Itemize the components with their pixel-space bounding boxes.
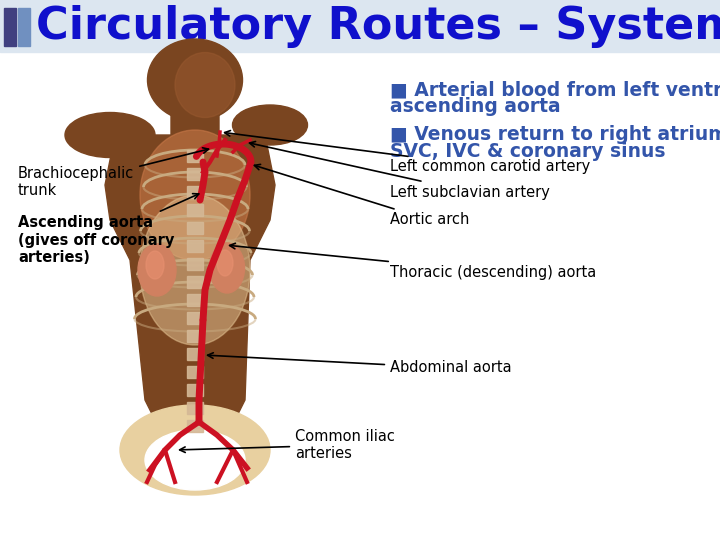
Ellipse shape (138, 244, 176, 296)
FancyBboxPatch shape (171, 103, 219, 137)
Ellipse shape (145, 430, 245, 490)
Bar (187, 366, 203, 378)
Ellipse shape (233, 105, 307, 145)
Bar (187, 204, 203, 216)
Text: Left subclavian artery: Left subclavian artery (250, 141, 550, 199)
Text: Brachiocephalic
trunk: Brachiocephalic trunk (18, 148, 209, 198)
Text: Abdominal aorta: Abdominal aorta (207, 353, 512, 375)
Bar (187, 186, 203, 198)
Ellipse shape (175, 52, 235, 118)
Bar (187, 402, 203, 414)
Bar (187, 312, 203, 324)
Text: Thoracic (descending) aorta: Thoracic (descending) aorta (230, 243, 596, 280)
Bar (187, 150, 203, 162)
Polygon shape (105, 135, 275, 440)
Ellipse shape (120, 405, 270, 495)
Bar (187, 384, 203, 396)
Bar (187, 240, 203, 252)
Text: Left common carotid artery: Left common carotid artery (225, 131, 590, 174)
Text: ascending aorta: ascending aorta (390, 97, 561, 116)
Bar (187, 420, 203, 432)
Text: Ascending aorta
(gives off coronary
arteries): Ascending aorta (gives off coronary arte… (18, 194, 199, 265)
Text: ■ Venous return to right atrium through: ■ Venous return to right atrium through (390, 125, 720, 144)
Text: SVC, IVC & coronary sinus: SVC, IVC & coronary sinus (390, 142, 665, 161)
Bar (187, 276, 203, 288)
Ellipse shape (140, 130, 250, 260)
Ellipse shape (148, 39, 243, 121)
Bar (187, 168, 203, 180)
Bar (187, 330, 203, 342)
Ellipse shape (217, 250, 233, 276)
Bar (187, 348, 203, 360)
Text: Circulatory Routes – Systemic circuit: Circulatory Routes – Systemic circuit (36, 4, 720, 48)
Bar (18, 8, 30, 46)
Ellipse shape (146, 251, 164, 279)
Text: Aortic arch: Aortic arch (254, 164, 469, 227)
Bar (0, 0, 720, 52)
Ellipse shape (210, 243, 245, 293)
Ellipse shape (65, 112, 155, 158)
Bar (187, 222, 203, 234)
Ellipse shape (140, 195, 250, 345)
Bar (4, 8, 16, 46)
Text: ■ Arterial blood from left ventricle into: ■ Arterial blood from left ventricle int… (390, 80, 720, 99)
Bar (187, 294, 203, 306)
Bar (187, 258, 203, 270)
Text: Common iliac
arteries: Common iliac arteries (179, 429, 395, 461)
